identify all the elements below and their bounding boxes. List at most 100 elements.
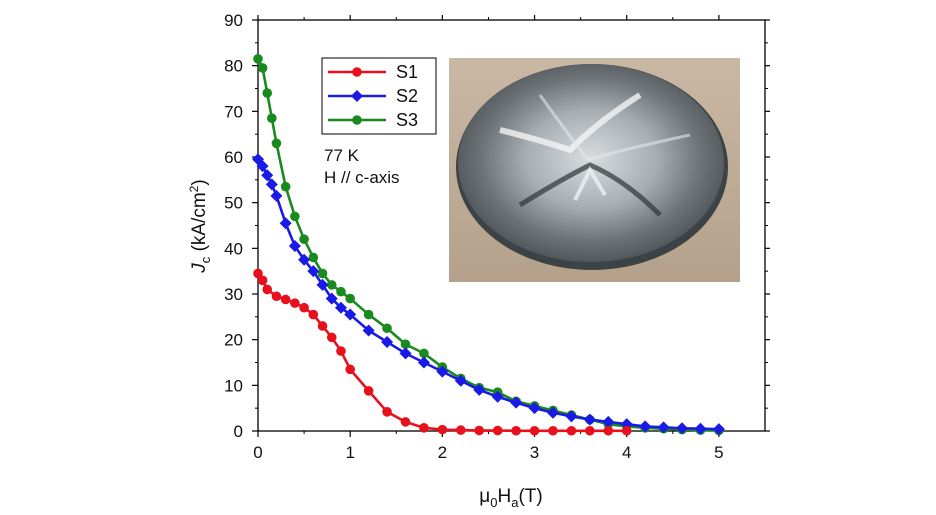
legend: S1 S2 S3	[321, 57, 437, 135]
data-point-s1	[262, 284, 273, 295]
legend-marker-s2	[351, 90, 363, 102]
y-tick-label: 90	[224, 11, 243, 30]
series-s1	[253, 268, 632, 436]
series-line-s1	[256, 272, 627, 433]
data-point-s2	[316, 278, 329, 291]
data-point-s3	[257, 63, 268, 73]
data-point-s3	[336, 286, 346, 297]
data-point-s1	[280, 294, 291, 305]
data-point-s3	[308, 252, 319, 263]
data-point-s1	[253, 268, 263, 279]
legend-label-s1: S1	[396, 62, 418, 82]
series-layer	[252, 54, 725, 436]
y-tick-label: 70	[224, 102, 243, 121]
data-point-s2	[256, 160, 269, 173]
data-point-s1	[529, 425, 540, 436]
data-point-s2	[344, 308, 357, 321]
data-point-s1	[456, 425, 466, 435]
data-point-s1	[419, 423, 429, 433]
data-point-s3	[299, 234, 309, 244]
data-point-s2	[298, 253, 311, 266]
data-point-s3	[317, 268, 328, 279]
y-tick-label: 30	[224, 285, 243, 304]
y-tick-label: 60	[224, 148, 243, 167]
data-point-s2	[454, 374, 467, 387]
data-point-s1	[290, 298, 300, 308]
data-point-s2	[639, 420, 652, 433]
data-point-s3	[400, 339, 411, 350]
data-point-s1	[474, 425, 485, 436]
data-point-s2	[279, 217, 292, 230]
data-point-s1	[585, 425, 595, 436]
x-axis-title: μ0Ha(T)	[479, 486, 542, 510]
data-point-s2	[417, 356, 430, 369]
y-tick-label: 0	[234, 422, 243, 441]
data-point-s1	[271, 291, 282, 302]
y-tick-label: 50	[224, 194, 243, 213]
data-point-s2	[288, 240, 301, 253]
legend-label-s2: S2	[396, 86, 418, 106]
y-tick-label: 20	[224, 331, 243, 350]
x-tick-label: 1	[345, 443, 354, 462]
data-point-s1	[603, 425, 614, 436]
x-tick-label: 0	[253, 443, 262, 462]
data-point-s2	[399, 347, 412, 360]
data-point-s2	[583, 413, 596, 426]
x-tick-label: 4	[622, 443, 631, 462]
data-point-s1	[621, 425, 632, 436]
data-point-s3	[267, 113, 277, 123]
sample-photo-inset	[449, 58, 740, 282]
data-point-s1	[548, 425, 558, 436]
data-point-s1	[257, 275, 268, 286]
series-s2	[252, 153, 725, 436]
data-point-s1	[317, 321, 328, 331]
data-point-s2	[565, 410, 578, 423]
x-tick-label: 5	[714, 443, 723, 462]
data-point-s2	[270, 189, 283, 202]
data-point-s3	[271, 138, 282, 149]
x-tick-label: 3	[530, 443, 539, 462]
data-point-s1	[345, 364, 355, 375]
temperature-annotation: 77 K	[324, 146, 360, 165]
data-point-s2	[261, 169, 274, 182]
data-point-s3	[345, 293, 355, 304]
legend-label-s3: S3	[396, 110, 418, 130]
data-point-s3	[290, 211, 300, 222]
data-point-s2	[307, 265, 320, 278]
y-axis-title: Jc (kA/cm2)	[187, 179, 213, 273]
data-point-s3	[326, 280, 337, 290]
data-point-s3	[363, 309, 374, 320]
data-point-s3	[262, 88, 273, 98]
data-point-s1	[299, 302, 309, 313]
data-point-s2	[325, 292, 338, 305]
data-point-s2	[436, 365, 449, 378]
data-point-s1	[326, 332, 337, 343]
data-point-s1	[437, 424, 448, 435]
data-point-s3	[253, 54, 263, 64]
data-point-s2	[473, 383, 486, 396]
data-point-s2	[528, 402, 541, 415]
legend-marker-s1	[352, 67, 362, 77]
data-point-s2	[381, 335, 394, 348]
y-tick-label: 80	[224, 57, 243, 76]
data-point-s2	[491, 390, 504, 403]
data-point-s1	[336, 346, 346, 356]
data-point-s2	[712, 423, 725, 436]
y-tick-label: 10	[224, 376, 243, 395]
data-point-s3	[382, 323, 392, 334]
data-point-s3	[280, 181, 291, 192]
data-point-s2	[510, 396, 523, 409]
data-point-s2	[546, 406, 559, 419]
data-point-s1	[492, 425, 503, 436]
data-point-s1	[363, 386, 374, 396]
data-point-s2	[676, 422, 689, 435]
data-point-s3	[419, 348, 429, 359]
legend-marker-s3	[352, 115, 362, 125]
data-point-s1	[566, 425, 577, 436]
data-point-s1	[308, 309, 319, 320]
data-point-s2	[657, 421, 670, 434]
data-point-s2	[694, 422, 707, 435]
data-point-s1	[400, 417, 411, 427]
